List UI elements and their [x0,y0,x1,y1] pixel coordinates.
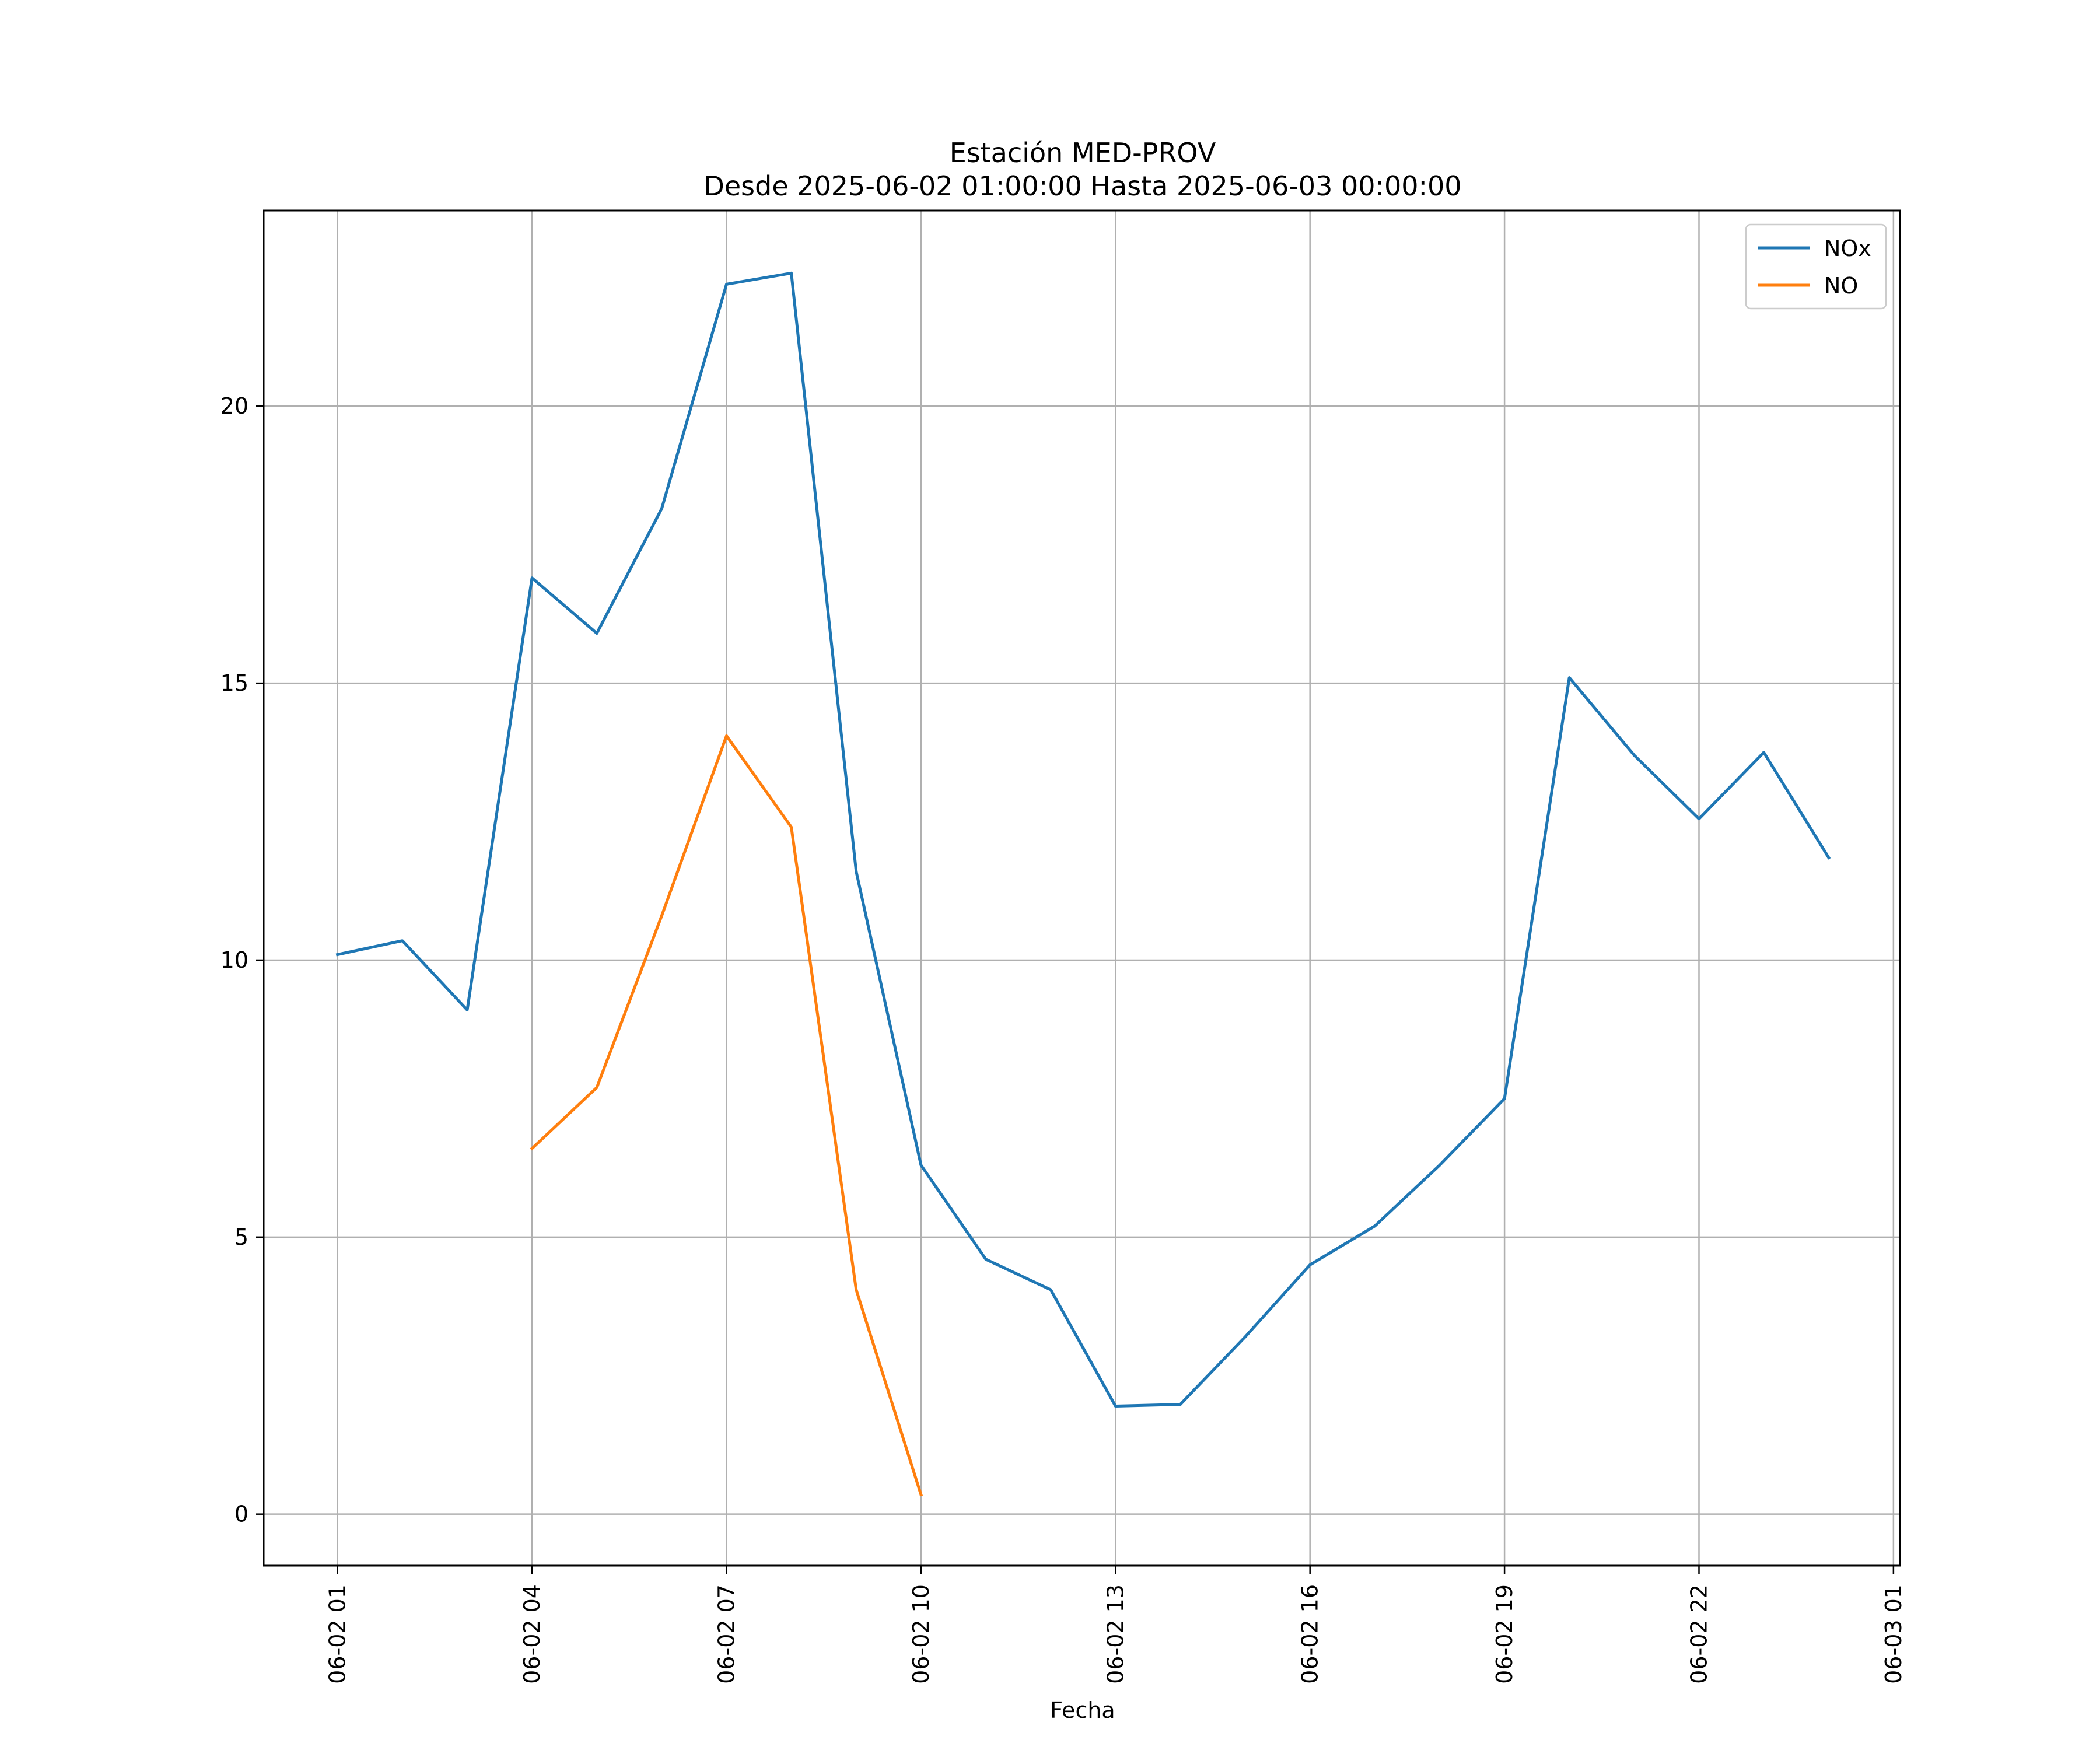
y-tick-label: 15 [220,670,249,696]
legend-label-no: NO [1824,273,1858,299]
y-tick-label: 10 [220,947,249,973]
x-axis-label: Fecha [1050,1698,1115,1723]
y-tick-label: 0 [235,1502,249,1527]
chart-subtitle: Desde 2025-06-02 01:00:00 Hasta 2025-06-… [704,170,1461,202]
x-tick-label: 06-02 01 [325,1584,351,1684]
x-tick-label: 06-02 13 [1102,1584,1128,1684]
y-tick-label: 5 [235,1224,249,1250]
series-line-no [530,734,923,1497]
x-tick-label: 06-02 22 [1686,1584,1712,1684]
y-tick-label: 20 [220,393,249,419]
tick-labels: 06-02 01 06-02 04 06-02 07 06-02 10 06-02 13… [220,393,1906,1684]
legend-box [1745,223,1887,310]
series-line-nox [335,271,1831,1408]
plot-frame [262,209,1901,1567]
x-tick-label: 06-02 07 [713,1584,739,1684]
legend-label-nox: NOx [1824,236,1871,261]
legend: NOx NO [1745,223,1887,310]
x-tick-label: 06-03 01 [1881,1584,1906,1684]
axes [256,209,1901,1574]
x-tick-label: 06-02 10 [908,1584,934,1684]
x-tick-label: 06-02 04 [519,1584,545,1684]
chart-title: Estación MED-PROV [950,137,1216,169]
series-lines [335,271,1831,1497]
grid [264,211,1900,1566]
x-tick-label: 06-02 16 [1297,1584,1323,1684]
x-tick-label: 06-02 19 [1492,1584,1517,1684]
